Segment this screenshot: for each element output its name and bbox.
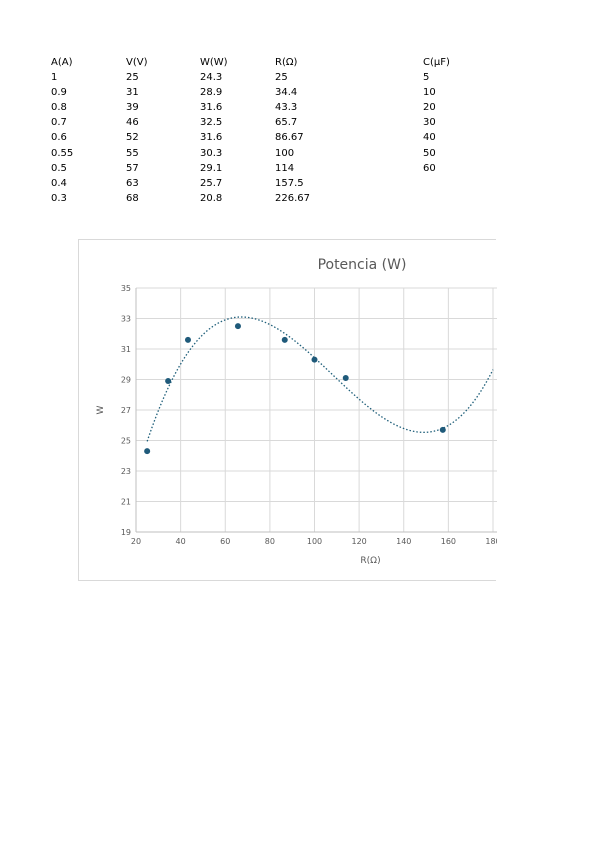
table-header: W(W) [200, 57, 228, 68]
col-capacitance: C(μF) 5 10 20 30 40 50 60 [423, 55, 450, 176]
table-cell: 65.7 [275, 117, 298, 129]
y-tick-label: 19 [121, 528, 131, 537]
table-cell: 0.7 [51, 117, 67, 129]
table-cell: 30 [423, 117, 436, 129]
data-point [439, 426, 446, 433]
y-tick-label: 21 [121, 498, 131, 507]
x-tick-label: 40 [176, 537, 186, 546]
table-cell: 46 [126, 117, 139, 129]
table-cell: 32.5 [200, 117, 223, 129]
table-header: R(Ω) [275, 57, 298, 68]
table-cell: 10 [423, 87, 436, 99]
data-point [234, 323, 241, 330]
table-cell: 29.1 [200, 162, 223, 174]
table-cell: 100 [275, 147, 295, 159]
table-cell: 0.55 [51, 147, 74, 159]
x-tick-label: 120 [351, 537, 366, 546]
data-point [144, 448, 151, 455]
table-cell: 157.5 [275, 177, 304, 189]
data-point [184, 336, 191, 343]
table-header: V(V) [126, 57, 148, 68]
table-cell: 31 [126, 87, 139, 99]
table-cell: 39 [126, 102, 139, 114]
y-tick-label: 25 [121, 437, 131, 446]
table-cell: 0.6 [51, 132, 67, 144]
table-cell: 0.8 [51, 102, 67, 114]
table-cell: 25 [126, 72, 139, 84]
table-cell: 55 [126, 147, 139, 159]
x-axis-title: R(Ω) [360, 556, 380, 566]
data-point [165, 378, 172, 385]
table-cell: 43.3 [275, 102, 298, 114]
x-tick-label: 60 [220, 537, 230, 546]
y-tick-label: 27 [121, 406, 131, 415]
table-cell: 30.3 [200, 147, 223, 159]
table-cell: 60 [423, 162, 436, 174]
col-current: A(A) 1 0.9 0.8 0.7 0.6 0.55 0.5 0.4 0.3 [51, 55, 73, 206]
col-power: W(W) 24.3 28.9 31.6 32.5 31.6 30.3 29.1 25.7 20.8 [200, 55, 228, 206]
table-cell: 114 [275, 162, 295, 174]
table-cell: 1 [51, 72, 58, 84]
table-cell: 0.5 [51, 162, 67, 174]
x-tick-label: 180 [485, 537, 497, 546]
y-tick-label: 31 [121, 345, 131, 354]
table-cell: 40 [423, 132, 436, 144]
chart-area: 19 21 23 25 27 29 31 33 35 20 40 60 80 100 120 140 160 18… [78, 239, 497, 581]
data-point [281, 336, 288, 343]
table-cell: 0.9 [51, 87, 67, 99]
table-cell: 68 [126, 192, 139, 204]
table-cell: 20.8 [200, 192, 223, 204]
table-cell: 20 [423, 102, 436, 114]
col-resistance: R(Ω) 25 34.4 43.3 65.7 86.67 100 114 157.5 226.67 [275, 55, 310, 206]
table-cell: 0.3 [51, 192, 67, 204]
table-cell: 63 [126, 177, 139, 189]
table-cell: 226.67 [275, 192, 310, 204]
x-tick-label: 160 [441, 537, 456, 546]
x-tick-label: 20 [131, 537, 141, 546]
table-cell: 57 [126, 162, 139, 174]
table-cell: 24.3 [200, 72, 223, 84]
table-cell: 28.9 [200, 87, 223, 99]
y-tick-label: 23 [121, 467, 131, 476]
table-header: A(A) [51, 57, 73, 68]
chart-title: Potencia (W) [318, 257, 407, 273]
table-cell: 86.67 [275, 132, 304, 144]
data-point [342, 374, 349, 381]
chart-svg: 19 21 23 25 27 29 31 33 35 20 40 60 80 100 120 140 160 18… [96, 257, 497, 566]
y-tick-label: 35 [121, 284, 131, 293]
table-cell: 50 [423, 147, 436, 159]
x-tick-label: 140 [396, 537, 411, 546]
data-point [311, 356, 318, 363]
table-cell: 52 [126, 132, 139, 144]
y-axis-title: W [96, 405, 106, 414]
y-tick-label: 29 [121, 376, 131, 385]
y-tick-label: 33 [121, 315, 131, 324]
table-cell: 34.4 [275, 87, 298, 99]
x-tick-label: 100 [307, 537, 322, 546]
col-voltage: V(V) 25 31 39 46 52 55 57 63 68 [126, 55, 147, 206]
x-tick-label: 80 [265, 537, 275, 546]
table-cell: 31.6 [200, 102, 223, 114]
table-cell: 25 [275, 72, 288, 84]
table-header: C(μF) [423, 57, 450, 68]
table-cell: 5 [423, 72, 430, 84]
table-cell: 0.4 [51, 177, 67, 189]
table-cell: 25.7 [200, 177, 223, 189]
table-cell: 31.6 [200, 132, 223, 144]
